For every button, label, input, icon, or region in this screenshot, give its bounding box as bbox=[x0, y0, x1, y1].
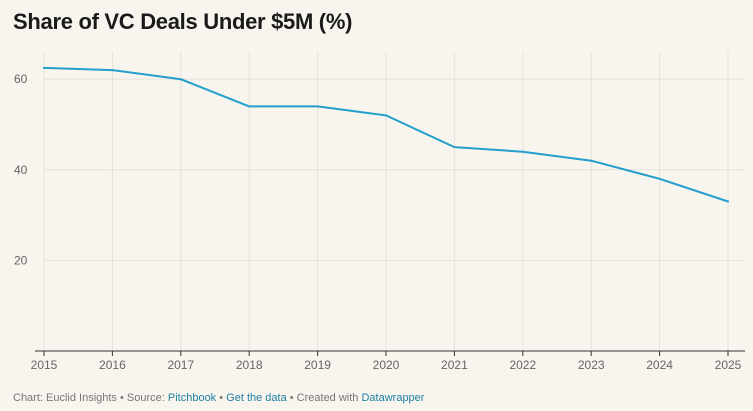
x-tick-label-2019: 2019 bbox=[304, 358, 331, 372]
data-point-2020 bbox=[385, 114, 387, 117]
x-axis: 2015 2016 2017 2018 2019 2020 2021 2022 2023 2024… bbox=[31, 350, 745, 372]
grid-lines bbox=[43, 52, 745, 351]
chart-footer: Chart: Euclid Insights • Source: Pitchbo… bbox=[13, 392, 424, 404]
footer-separator: • bbox=[216, 392, 227, 404]
footer-credit-text: Chart: Euclid Insights • Source: bbox=[13, 392, 168, 404]
x-tick-label-2015: 2015 bbox=[31, 358, 58, 372]
get-the-data-link[interactable]: Get the data bbox=[226, 392, 287, 404]
series-lines bbox=[43, 66, 729, 203]
x-tick-label-2018: 2018 bbox=[236, 358, 263, 372]
data-point-2019 bbox=[316, 105, 319, 108]
x-tick-label-2016: 2016 bbox=[99, 358, 126, 372]
y-tick-label-20: 20 bbox=[14, 253, 28, 267]
footer-created-with-text: • Created with bbox=[286, 392, 362, 404]
data-point-2015 bbox=[43, 66, 45, 69]
y-tick-label-60: 60 bbox=[14, 72, 28, 86]
x-tick-label-2024: 2024 bbox=[646, 358, 673, 372]
data-point-2025 bbox=[727, 200, 729, 203]
x-tick-label-2025: 2025 bbox=[715, 358, 742, 372]
data-point-2017 bbox=[179, 78, 182, 81]
data-point-2016 bbox=[111, 69, 114, 72]
source-link[interactable]: Pitchbook bbox=[167, 392, 217, 404]
data-point-2024 bbox=[658, 177, 661, 180]
chart-title: Share of VC Deals Under $5M (%) bbox=[13, 9, 353, 34]
data-point-2022 bbox=[521, 150, 524, 153]
x-tick-label-2017: 2017 bbox=[167, 358, 194, 372]
x-tick-label-2022: 2022 bbox=[509, 358, 536, 372]
data-point-2018 bbox=[248, 105, 251, 108]
datawrapper-link[interactable]: Datawrapper bbox=[361, 392, 425, 404]
x-tick-label-2021: 2021 bbox=[441, 358, 468, 372]
x-tick-label-2020: 2020 bbox=[373, 358, 400, 372]
data-point-2021 bbox=[453, 146, 456, 149]
y-axis-ticks: 20 40 60 bbox=[14, 72, 28, 267]
x-tick-label-2023: 2023 bbox=[578, 358, 605, 372]
data-point-2023 bbox=[590, 159, 593, 162]
y-tick-label-40: 40 bbox=[14, 163, 28, 177]
